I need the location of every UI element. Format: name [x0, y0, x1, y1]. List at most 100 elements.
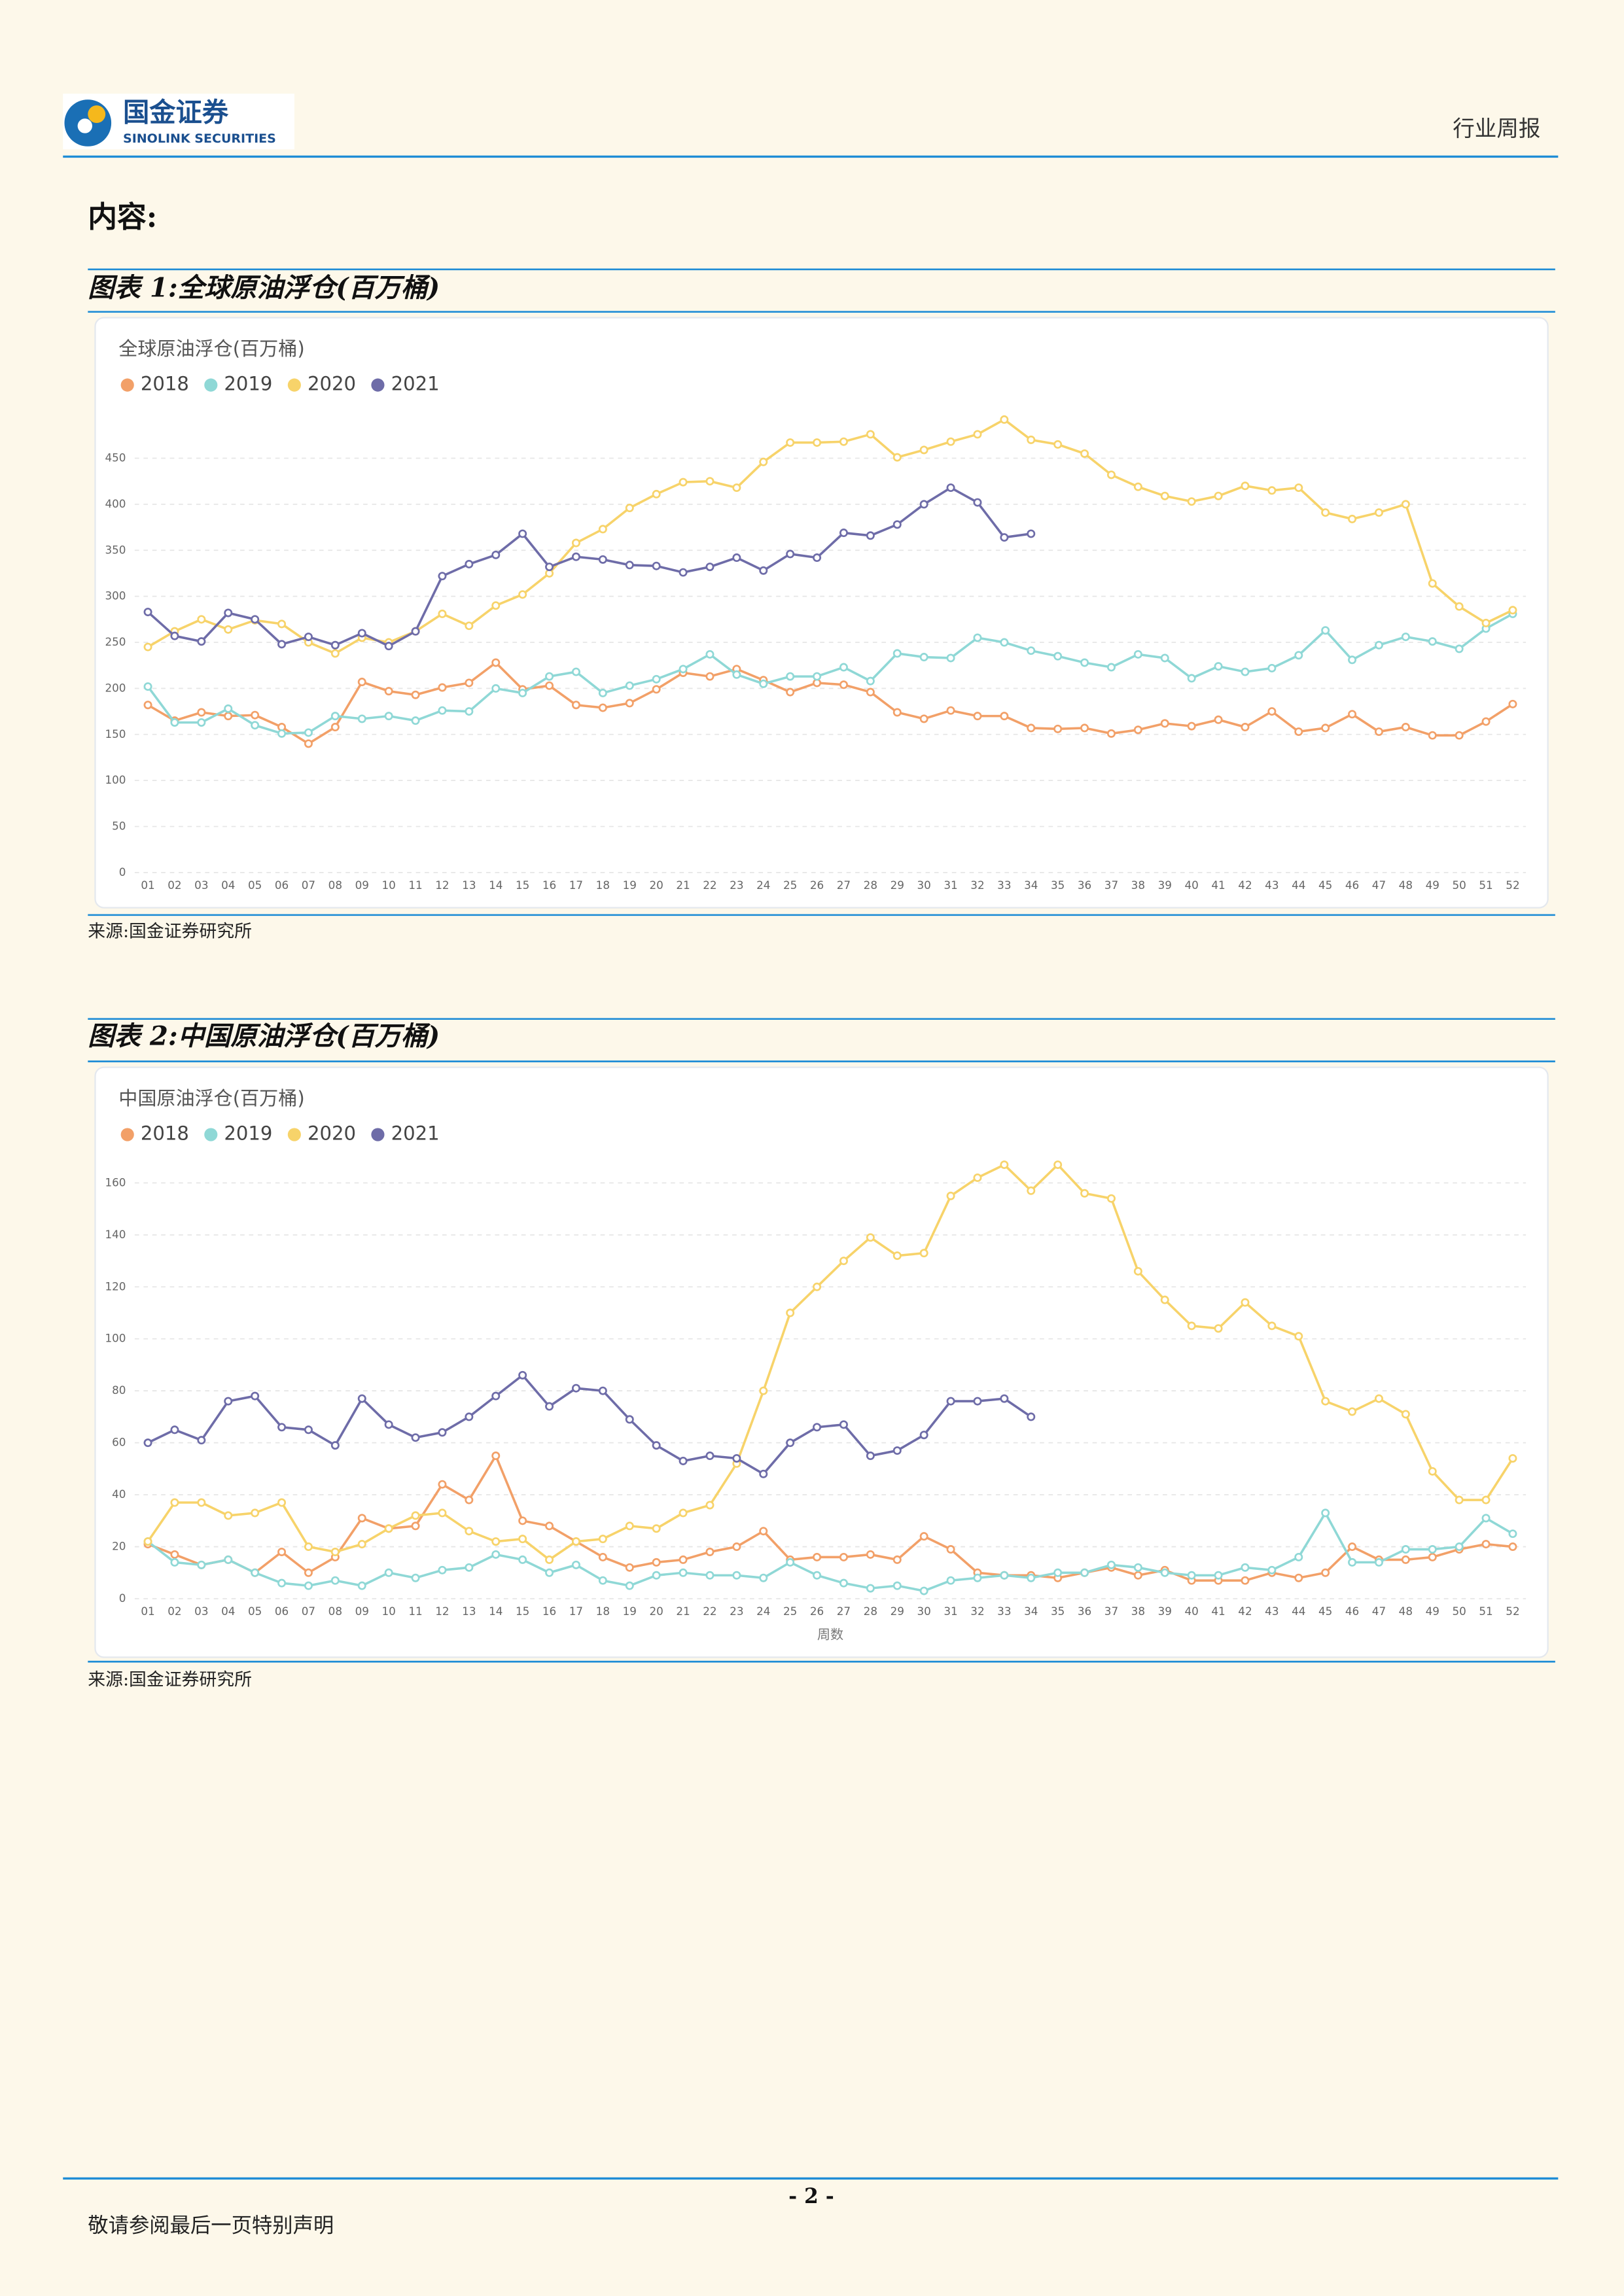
data-point: [866, 531, 875, 540]
data-point: [759, 566, 768, 575]
data-point: [759, 457, 768, 466]
data-point: [598, 1386, 607, 1395]
data-point: [1455, 602, 1464, 611]
x-tick-label: 08: [328, 1605, 342, 1618]
data-point: [1374, 640, 1383, 650]
data-point: [545, 1568, 554, 1577]
data-point: [946, 483, 955, 493]
data-point: [1106, 1194, 1116, 1203]
x-tick-label: 07: [302, 878, 315, 892]
data-point: [1187, 1321, 1196, 1331]
data-point: [1160, 1568, 1169, 1577]
data-point: [1133, 725, 1142, 735]
data-point: [1214, 1324, 1223, 1333]
data-point: [652, 674, 661, 684]
data-point: [1428, 1467, 1437, 1476]
x-tick-label: 07: [302, 1605, 315, 1618]
data-point: [813, 1571, 822, 1580]
data-point: [786, 687, 795, 697]
x-tick-label: 29: [891, 878, 904, 892]
figure-source: 来源:国金证券研究所: [88, 922, 252, 942]
x-tick-label: 16: [542, 1605, 556, 1618]
x-tick-label: 42: [1238, 1605, 1252, 1618]
data-point: [1321, 1508, 1330, 1518]
legend-label: 2018: [141, 373, 189, 395]
data-point: [1080, 1568, 1089, 1577]
data-point: [1214, 491, 1223, 500]
data-point: [946, 1191, 955, 1200]
data-point: [251, 1568, 260, 1577]
data-point: [277, 1423, 287, 1432]
x-tick-label: 23: [730, 878, 743, 892]
x-tick-label: 45: [1318, 878, 1332, 892]
data-point: [224, 1555, 233, 1564]
data-point: [652, 1441, 661, 1450]
data-point: [759, 1469, 768, 1478]
data-point: [892, 649, 902, 658]
data-point: [1481, 1495, 1491, 1505]
data-point: [813, 553, 822, 563]
legend-dot: [371, 1128, 385, 1141]
series-line: [147, 1453, 1513, 1582]
data-point: [491, 1452, 501, 1461]
y-tick-label: 200: [105, 681, 126, 694]
data-point: [251, 710, 260, 720]
data-point: [1348, 655, 1357, 665]
data-point: [892, 1581, 902, 1590]
data-point: [705, 1571, 715, 1580]
x-tick-label: 32: [970, 1605, 984, 1618]
data-point: [1294, 1573, 1303, 1582]
data-point: [866, 1452, 875, 1461]
data-point: [1080, 658, 1089, 667]
x-tick-label: 01: [141, 878, 154, 892]
data-point: [1267, 1565, 1277, 1574]
y-tick-label: 140: [105, 1228, 126, 1241]
x-tick-label: 37: [1104, 878, 1118, 892]
y-tick-label: 60: [112, 1436, 126, 1449]
series-line: [147, 661, 1513, 745]
data-point: [1160, 719, 1169, 728]
legend-dot: [204, 1128, 218, 1141]
y-tick-label: 50: [112, 820, 126, 833]
data-point: [732, 1453, 741, 1463]
data-point: [1267, 486, 1277, 495]
data-point: [1267, 707, 1277, 716]
data-point: [197, 708, 206, 717]
x-tick-label: 06: [275, 878, 289, 892]
data-point: [705, 1548, 715, 1556]
data-point: [465, 1412, 474, 1421]
data-point: [1508, 1529, 1517, 1539]
x-tick-label: 14: [489, 1605, 503, 1618]
x-tick-label: 15: [516, 878, 529, 892]
data-point: [1348, 1557, 1357, 1567]
data-point: [518, 1555, 527, 1564]
data-point: [224, 625, 233, 634]
data-point: [384, 712, 393, 721]
data-point: [330, 1548, 340, 1556]
data-point: [251, 615, 260, 624]
x-tick-label: 27: [837, 1605, 851, 1618]
data-point: [277, 1498, 287, 1507]
x-tick-label: 31: [944, 1605, 957, 1618]
data-point: [571, 1383, 580, 1393]
x-tick-label: 36: [1078, 878, 1091, 892]
data-point: [411, 1511, 420, 1520]
data-point: [251, 721, 260, 730]
data-point: [1455, 731, 1464, 740]
data-point: [384, 642, 393, 651]
data-point: [759, 1527, 768, 1536]
data-point: [652, 489, 661, 498]
data-point: [571, 667, 580, 676]
data-point: [1080, 723, 1089, 733]
logo-dot: [88, 105, 106, 124]
data-point: [170, 718, 179, 727]
data-point: [197, 637, 206, 646]
x-tick-label: 09: [355, 1605, 369, 1618]
data-point: [518, 529, 527, 538]
data-point: [1160, 491, 1169, 500]
data-point: [438, 1480, 447, 1489]
data-point: [919, 1249, 928, 1258]
x-tick-label: 20: [649, 1605, 663, 1618]
data-point: [919, 445, 928, 455]
chart-panel: [94, 1066, 1549, 1658]
